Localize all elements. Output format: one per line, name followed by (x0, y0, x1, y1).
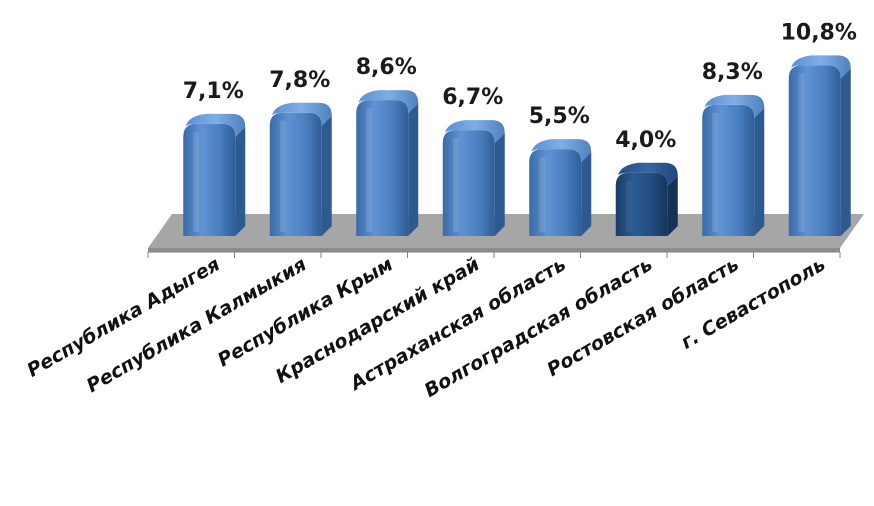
category-label: г. Севастополь (677, 253, 829, 353)
data-label: 4,0% (615, 128, 676, 153)
bar (269, 102, 332, 236)
data-label: 6,7% (442, 85, 503, 110)
bar (615, 162, 678, 236)
data-label: 7,1% (183, 79, 244, 104)
bar (356, 90, 419, 237)
bar (183, 113, 246, 236)
data-label: 8,3% (702, 60, 763, 85)
bar (788, 55, 851, 236)
data-label: 7,8% (269, 68, 330, 93)
data-label: 8,6% (356, 55, 417, 80)
bar (529, 139, 592, 236)
bar (442, 120, 505, 236)
bar (702, 94, 765, 236)
data-label: 10,8% (781, 20, 857, 45)
data-label: 5,5% (529, 104, 590, 129)
chart-floor-edge (148, 248, 840, 252)
